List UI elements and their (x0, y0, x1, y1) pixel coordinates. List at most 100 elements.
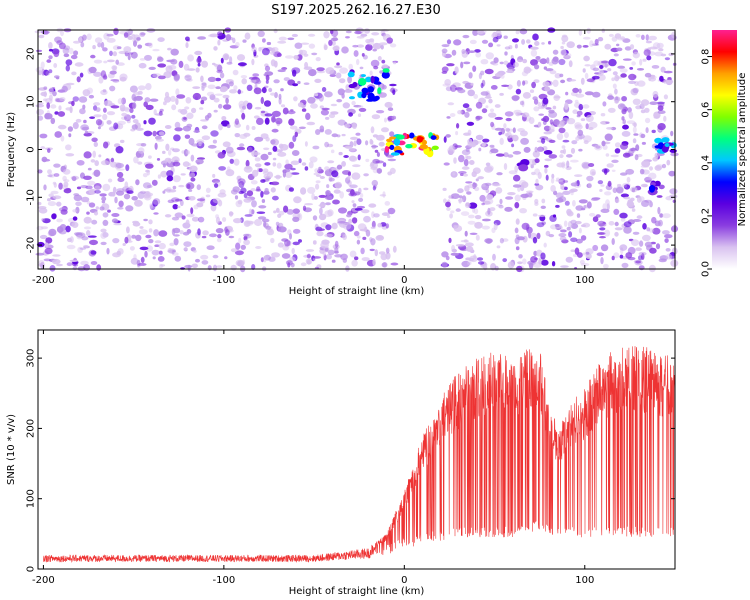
spectrogram-speckle (504, 51, 508, 56)
spectrogram-speckle (482, 138, 490, 143)
spectrogram-speckle (514, 202, 520, 209)
spectrogram-speckle (67, 126, 73, 132)
spectrogram-feature-blob (365, 76, 373, 83)
spectrogram-speckle (342, 102, 350, 109)
spectrogram-speckle (657, 102, 665, 108)
spectrogram-speckle (384, 201, 391, 206)
spectrogram-speckle (201, 125, 208, 130)
spectrogram-speckle (576, 110, 583, 116)
spectrogram-speckle (442, 187, 447, 191)
spectrogram-speckle (450, 210, 455, 214)
spectrogram-speckle (71, 221, 79, 228)
spectrogram-speckle (639, 196, 645, 202)
spectrogram-speckle (389, 83, 397, 87)
spectrogram-speckle (604, 229, 611, 237)
spectrogram-speckle (361, 209, 370, 214)
spectrogram-speckle (134, 199, 143, 207)
spectrogram-speckle (148, 219, 153, 225)
spectrogram-speckle (215, 228, 224, 234)
spectrogram-speckle (441, 48, 448, 54)
spectrogram-speckle (100, 89, 108, 96)
spectrogram-speckle (652, 227, 661, 235)
spectrogram-speckle (275, 117, 283, 125)
spectrogram-speckle (174, 255, 182, 262)
spectrogram-speckle (305, 249, 315, 252)
spectrogram-speckle (342, 222, 352, 230)
spectrogram-speckle (613, 208, 620, 215)
spectrogram-speckle (480, 59, 489, 65)
spectrogram-speckle (49, 265, 56, 272)
spectrogram-speckle (281, 67, 288, 70)
spectrogram-speckle (340, 253, 348, 260)
spectrogram-speckle (277, 226, 287, 233)
spectrogram-speckle (484, 68, 494, 75)
spectrogram-ylabel: Frequency (Hz) (6, 112, 17, 188)
spectrogram-speckle (90, 250, 97, 255)
spectrogram-speckle (48, 48, 54, 52)
spectrogram-speckle (270, 237, 275, 244)
spectrogram-speckle (226, 124, 231, 129)
spectrogram-speckle (246, 102, 253, 110)
spectrogram-speckle (98, 76, 104, 84)
spectrogram-speckle (389, 43, 397, 48)
spectrogram-speckle (293, 196, 302, 204)
spectrogram-speckle (522, 92, 532, 99)
spectrogram-speckle (485, 52, 494, 60)
colorbar-tick-label: 0.2 (701, 208, 712, 224)
spectrogram-feature-blob (518, 164, 529, 172)
spectrogram-speckle (129, 85, 138, 93)
spectrogram-speckle (82, 34, 87, 41)
spectrogram-speckle (517, 59, 523, 63)
spectrogram-speckle (197, 36, 207, 40)
spectrogram-speckle (209, 33, 219, 38)
spectrogram-speckle (58, 230, 67, 235)
spectrogram-speckle (356, 35, 365, 39)
spectrogram-speckle (285, 159, 289, 165)
spectrogram-speckle (271, 110, 281, 117)
spectrogram-speckle (138, 62, 147, 69)
spectrogram-speckle (263, 221, 267, 228)
spectrogram-speckle (664, 234, 673, 239)
spectrogram-xtick-label: -100 (213, 275, 236, 286)
spectrogram-speckle (321, 107, 330, 111)
spectrogram-speckle (488, 98, 493, 104)
spectrogram-speckle (540, 252, 546, 260)
spectrogram-speckle (595, 214, 601, 218)
spectrogram-feature-blob (654, 180, 661, 187)
spectrogram-speckle (597, 180, 604, 185)
spectrogram-speckle (372, 185, 376, 191)
spectrogram-speckle (632, 51, 640, 59)
spectrogram-speckle (73, 50, 79, 56)
spectrogram-speckle (212, 139, 217, 144)
spectrogram-speckle (191, 107, 197, 114)
spectrogram-speckle (199, 107, 204, 110)
spectrogram-speckle (99, 206, 105, 211)
spectrogram-speckle (131, 34, 136, 37)
spectrogram-speckle (621, 116, 625, 121)
spectrogram-speckle (512, 184, 522, 188)
spectrogram-speckle (572, 200, 576, 207)
spectrogram-speckle (43, 258, 51, 262)
spectrogram-speckle (54, 36, 62, 43)
spectrogram-speckle (258, 168, 263, 173)
spectrogram-speckle (534, 158, 540, 164)
spectrogram-speckle (143, 130, 153, 137)
spectrogram-speckle (184, 74, 192, 81)
spectrogram-speckle (660, 66, 666, 73)
spectrogram-speckle (292, 83, 299, 87)
spectrogram-speckle (324, 141, 329, 148)
spectrogram-speckle (556, 162, 565, 168)
spectrogram-speckle (600, 208, 610, 213)
spectrogram-speckle (642, 234, 651, 242)
spectrogram-speckle (583, 135, 592, 143)
spectrogram-speckle (201, 260, 209, 265)
spectrogram-speckle (234, 133, 241, 138)
spectrogram-speckle (292, 208, 300, 214)
spectrogram-speckle (338, 151, 343, 156)
spectrogram-speckle (576, 238, 583, 244)
spectrogram-speckle (291, 67, 301, 74)
spectrogram-speckle (494, 127, 503, 131)
spectrogram-speckle (154, 113, 164, 116)
spectrogram-speckle (670, 259, 679, 267)
spectrogram-speckle (111, 213, 120, 217)
